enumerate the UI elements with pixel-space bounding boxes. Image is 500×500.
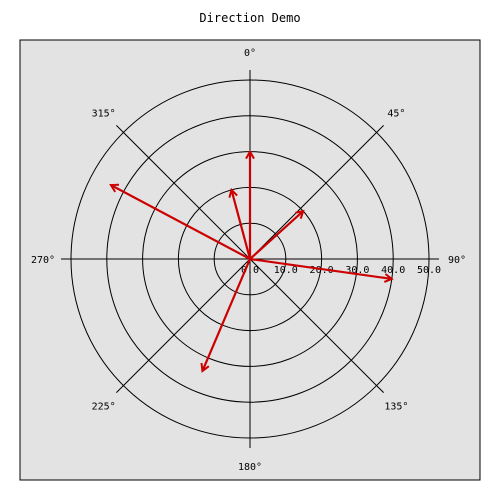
vector-arrows <box>111 152 392 371</box>
grid-spoke <box>116 125 251 260</box>
grid-spoke <box>249 125 384 260</box>
vector-arrow <box>111 185 251 260</box>
radial-tick-label: 50.0 <box>417 265 441 276</box>
chart-title: Direction Demo <box>199 11 301 25</box>
grid-spoke <box>116 258 251 393</box>
radial-tick-label: 30.0 <box>345 265 369 276</box>
radial-tick-labels: 0.0 10.0 20.0 30.0 40.0 50.0 <box>241 265 441 276</box>
angle-label: 135° <box>384 401 408 412</box>
angle-label: 270° <box>31 255 55 266</box>
angle-label: 90° <box>448 255 466 266</box>
radial-tick-label: 20.0 <box>310 265 334 276</box>
vector-arrow <box>231 190 252 260</box>
radial-tick-label: 0.0 <box>241 265 259 276</box>
angle-labels: 0° 45° 90° 135° 180° 225° 270° 315° <box>31 48 466 473</box>
grid-spoke <box>249 258 384 393</box>
radial-tick-label: 10.0 <box>274 265 298 276</box>
vector-arrow <box>249 257 392 279</box>
vector-arrow <box>202 258 252 371</box>
angle-label: 180° <box>238 462 262 473</box>
angle-label: 0° <box>244 48 256 59</box>
angle-label: 45° <box>387 109 405 120</box>
radial-tick-label: 40.0 <box>381 265 405 276</box>
angle-label: 225° <box>92 401 116 412</box>
vector-arrow <box>249 211 303 260</box>
angle-label: 315° <box>92 109 116 120</box>
